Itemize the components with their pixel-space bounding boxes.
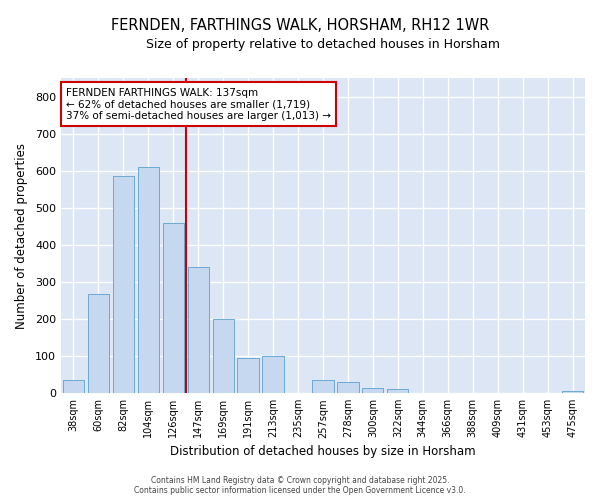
Text: FERNDEN FARTHINGS WALK: 137sqm
← 62% of detached houses are smaller (1,719)
37% : FERNDEN FARTHINGS WALK: 137sqm ← 62% of … [66, 88, 331, 120]
Bar [163, 224, 184, 393]
X-axis label: Distribution of detached houses by size in Horsham: Distribution of detached houses by size … [170, 444, 476, 458]
Bar [337, 382, 359, 393]
Text: Contains HM Land Registry data © Crown copyright and database right 2025.
Contai: Contains HM Land Registry data © Crown c… [134, 476, 466, 495]
Bar [113, 176, 134, 393]
Title: Size of property relative to detached houses in Horsham: Size of property relative to detached ho… [146, 38, 500, 51]
Bar [212, 319, 234, 393]
Bar [313, 380, 334, 393]
Bar [188, 267, 209, 393]
Bar [262, 356, 284, 393]
Bar [562, 390, 583, 393]
Bar [137, 167, 159, 393]
Bar [362, 388, 383, 393]
Bar [63, 380, 84, 393]
Bar [387, 390, 409, 393]
Bar [238, 358, 259, 393]
Text: FERNDEN, FARTHINGS WALK, HORSHAM, RH12 1WR: FERNDEN, FARTHINGS WALK, HORSHAM, RH12 1… [111, 18, 489, 32]
Bar [88, 294, 109, 393]
Y-axis label: Number of detached properties: Number of detached properties [15, 142, 28, 328]
